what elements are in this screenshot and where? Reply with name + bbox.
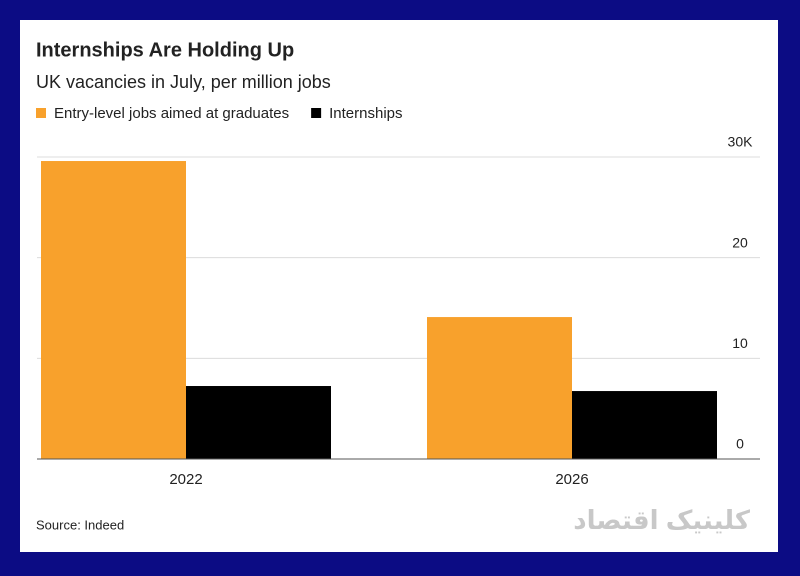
legend-label: Entry-level jobs aimed at graduates	[54, 105, 289, 122]
bar	[572, 391, 717, 459]
y-tick-label: 10	[732, 335, 748, 351]
bar	[186, 386, 331, 459]
legend-swatch	[311, 108, 322, 118]
source: Source: Indeed	[36, 517, 124, 532]
y-tick-label: 0	[736, 436, 744, 452]
y-tick-label: 30K	[728, 134, 754, 150]
chart-subtitle: UK vacancies in July, per million jobs	[36, 72, 331, 92]
x-tick-label: 2026	[555, 471, 588, 488]
y-tick-label: 20	[732, 234, 748, 250]
bar	[41, 161, 186, 459]
bar	[427, 317, 572, 459]
legend-swatch	[36, 108, 46, 118]
watermark: کلینیک اقتصاد	[573, 505, 751, 535]
chart-title: Internships Are Holding Up	[36, 39, 294, 61]
x-tick-label: 2022	[169, 471, 202, 488]
legend-label: Internships	[329, 105, 402, 122]
